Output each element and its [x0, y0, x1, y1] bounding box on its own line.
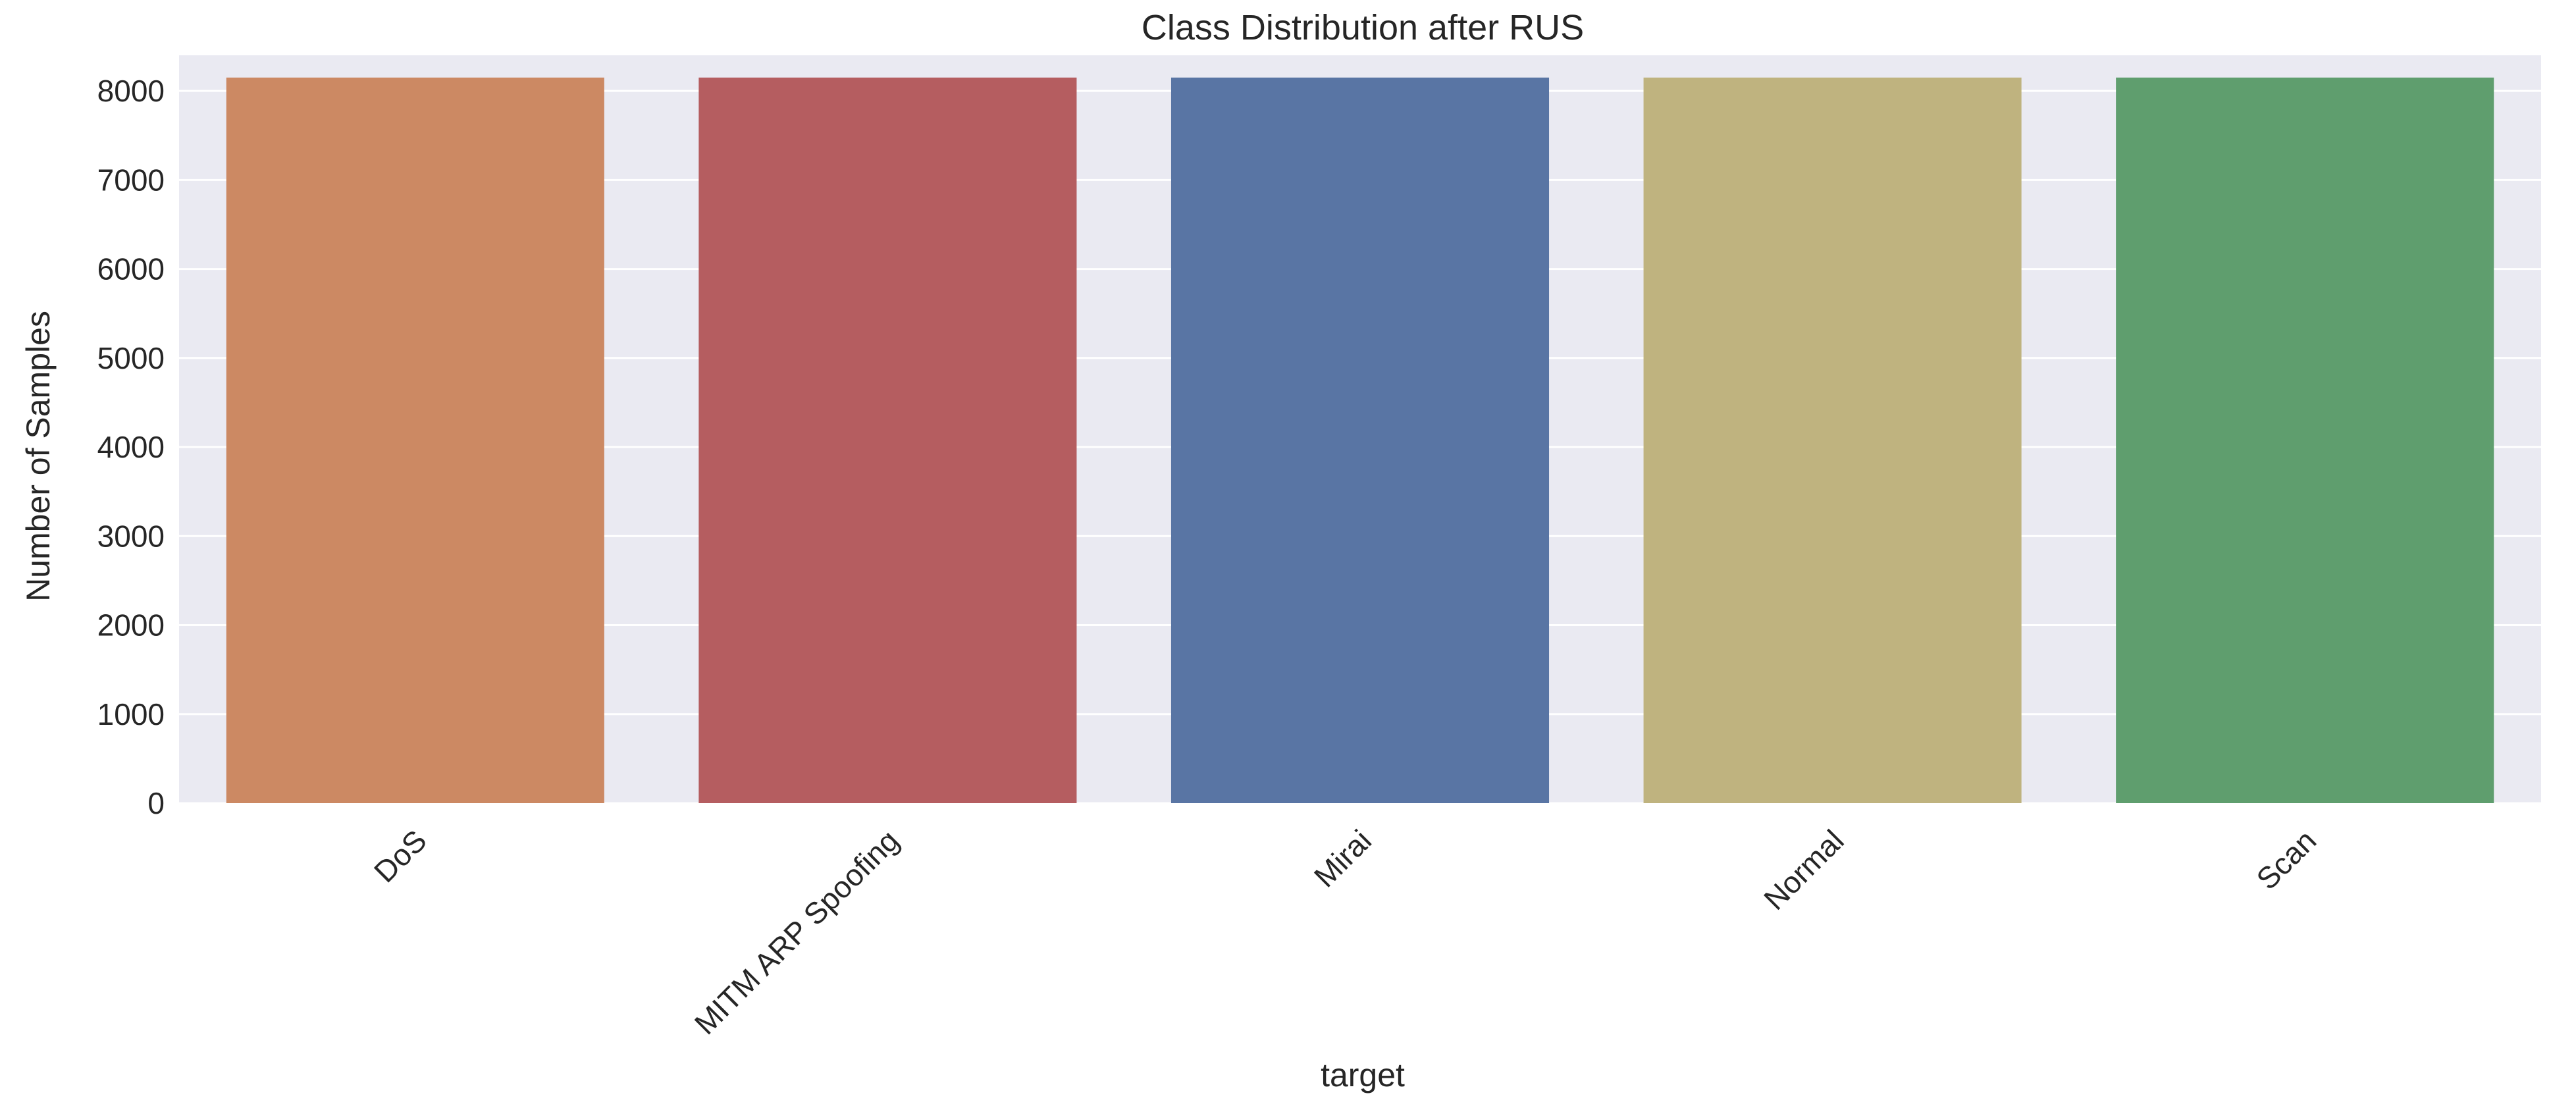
- x-tick-labels: DoS MITM ARP Spoofing Mirai Normal Scan: [367, 823, 2323, 1041]
- y-tick-label: 3000: [97, 519, 165, 553]
- y-tick-label: 8000: [97, 74, 165, 108]
- y-tick-label: 5000: [97, 341, 165, 375]
- y-tick-label: 2000: [97, 608, 165, 643]
- y-tick-label: 6000: [97, 252, 165, 286]
- bar-dos: [226, 77, 604, 803]
- y-tick-label: 1000: [97, 697, 165, 731]
- x-tick-label: Scan: [2249, 823, 2323, 896]
- x-tick-label: Mirai: [1307, 823, 1378, 893]
- bar-mitm-arp-spoofing: [698, 77, 1077, 803]
- x-tick-label: Normal: [1757, 823, 1851, 916]
- bar-normal: [1643, 77, 2022, 803]
- bar-scan: [2116, 77, 2494, 803]
- y-tick-label: 7000: [97, 163, 165, 197]
- y-tick-label: 4000: [97, 430, 165, 464]
- x-tick-label: MITM ARP Spoofing: [688, 823, 906, 1041]
- y-tick-label: 0: [147, 786, 165, 820]
- x-axis-label: target: [1321, 1057, 1405, 1093]
- bar-mirai: [1170, 77, 1550, 803]
- y-axis-label: Number of Samples: [20, 311, 57, 602]
- bars: [226, 77, 2494, 803]
- chart-title: Class Distribution after RUS: [1142, 8, 1584, 47]
- x-tick-label: DoS: [367, 823, 433, 889]
- y-tick-labels: 0 1000 2000 3000 4000 5000 6000 7000 8000: [97, 74, 165, 820]
